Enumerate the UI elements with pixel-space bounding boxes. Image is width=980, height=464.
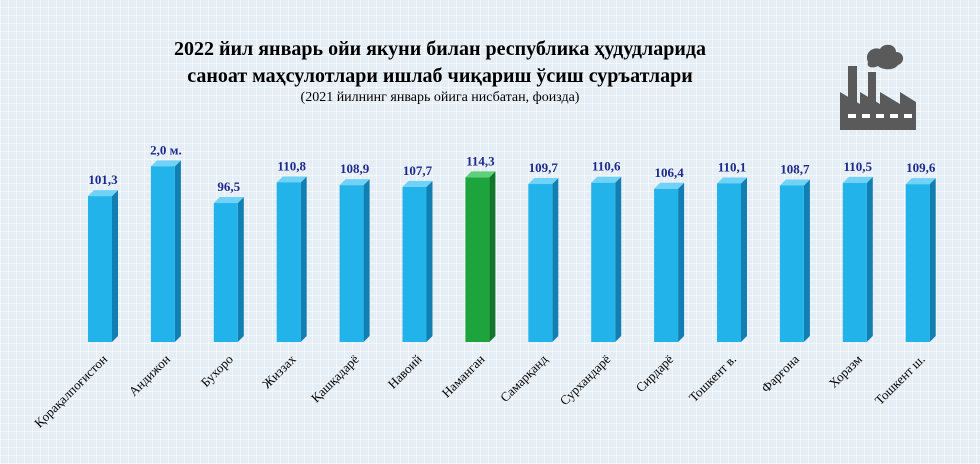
chart-title-line-1: 2022 йил январь ойи якуни билан республи…: [173, 38, 707, 60]
bar-value-label: 110,1: [718, 159, 747, 174]
category-label: Жиззах: [259, 351, 299, 391]
category-label: Қашқадарё: [308, 351, 362, 405]
bar-value-label: 2,0 м.: [150, 142, 182, 157]
category-label: Тошкент в.: [686, 352, 739, 405]
bar-6: [465, 171, 496, 342]
bar-4: [339, 179, 370, 342]
category-label: Андижон: [126, 351, 173, 398]
bar-value-label: 110,8: [277, 158, 306, 173]
category-label: Фарғона: [758, 351, 802, 395]
bar-0: [88, 190, 118, 342]
bar-value-label: 108,9: [340, 161, 370, 176]
bar-value-label: 114,3: [466, 153, 495, 168]
bar-11: [779, 179, 810, 342]
bar-3: [276, 176, 307, 342]
bar-8: [591, 176, 622, 342]
bar-value-label: 110,6: [592, 159, 621, 174]
bar-13: [905, 178, 936, 342]
bar-value-label: 107,7: [403, 163, 433, 178]
bar-value-label: 106,4: [654, 165, 684, 180]
category-label: Бухоро: [198, 352, 236, 390]
category-label: Навоий: [385, 351, 425, 391]
category-label: Қорақалпоғистон: [31, 351, 110, 430]
category-label: Наманган: [439, 351, 488, 400]
bar-7: [528, 178, 559, 342]
bar-10: [717, 177, 747, 342]
chart-title-line-2: саноат маҳсулотлари ишлаб чиқариш ўсиш с…: [187, 65, 693, 87]
bar-value-label: 109,7: [529, 160, 559, 175]
chart-subtitle: (2021 йилнинг январь ойига нисбатан, фои…: [300, 90, 580, 105]
bar-2: [213, 197, 244, 342]
bar-value-label: 101,3: [88, 172, 118, 187]
bar-1: [150, 160, 181, 342]
bar-value-label: 110,5: [844, 159, 873, 174]
bar-12: [842, 176, 873, 342]
category-label: Сурхандарё: [557, 351, 614, 408]
category-label: Самарқанд: [497, 351, 551, 405]
bar-5: [402, 180, 433, 342]
bar-value-label: 96,5: [217, 179, 240, 194]
bar-9: [654, 182, 685, 342]
bar-value-label: 108,7: [780, 161, 810, 176]
category-label: Сирдарё: [633, 351, 677, 395]
category-label: Тошкент ш.: [872, 352, 928, 408]
category-label: Хоразм: [826, 352, 865, 391]
bar-value-label: 109,6: [906, 160, 936, 175]
chart-title-block: 2022 йил январь ойи якуни билан республи…: [90, 36, 790, 106]
factory-icon: [840, 44, 916, 130]
